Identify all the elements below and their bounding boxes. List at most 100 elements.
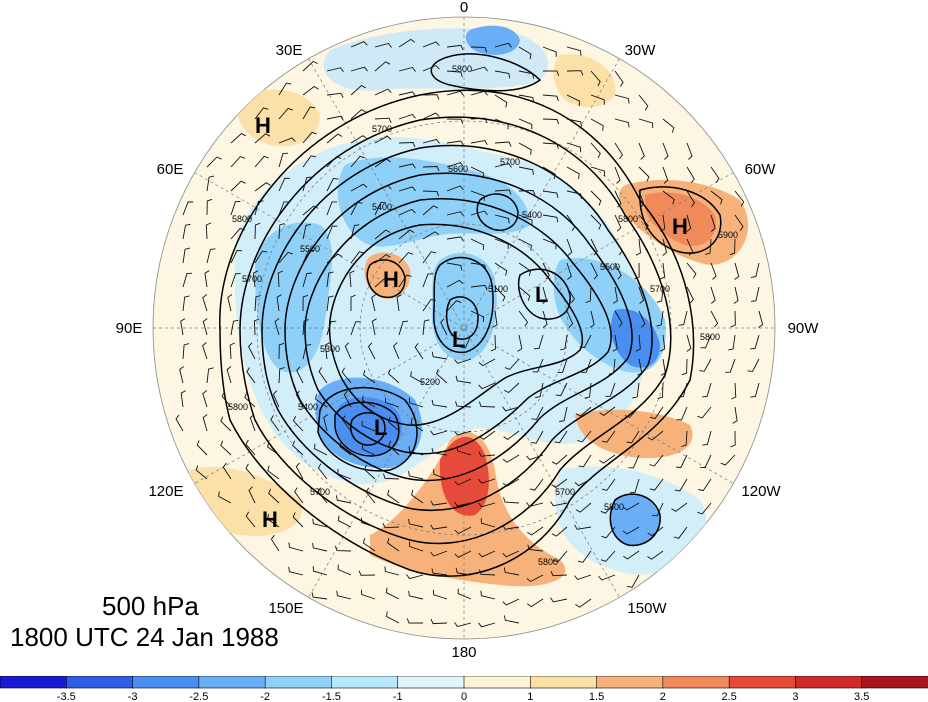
high-center-atlantic: H bbox=[672, 214, 688, 239]
colorbar-box bbox=[596, 676, 664, 689]
wind-barb bbox=[518, 70, 535, 79]
wind-barb bbox=[365, 487, 376, 504]
wind-barb bbox=[361, 420, 376, 432]
contour-label: 5800 bbox=[228, 402, 248, 412]
wind-barb bbox=[454, 478, 472, 486]
wind-barb bbox=[634, 262, 640, 280]
wind-barb bbox=[518, 286, 531, 301]
wind-barb bbox=[387, 416, 400, 432]
longitude-label: 120W bbox=[741, 483, 781, 500]
wind-barb bbox=[277, 270, 283, 288]
colorbar-box bbox=[132, 676, 200, 689]
wind-barb bbox=[470, 166, 485, 179]
wind-barb bbox=[479, 430, 496, 440]
wind-barb bbox=[455, 401, 472, 408]
wind-barb bbox=[503, 430, 520, 440]
wind-barb bbox=[422, 190, 440, 197]
wind-barb bbox=[710, 190, 723, 205]
wind-barb bbox=[566, 310, 574, 328]
colorbar: -3.5 -3 -2.5 -2 -1.5 -1 0 1 1.5 2 2.5 3 3.5 bbox=[0, 676, 928, 702]
wind-barb bbox=[649, 478, 664, 491]
contour-label: 5800 bbox=[538, 557, 558, 567]
colorbar-box bbox=[198, 676, 266, 689]
wind-barb bbox=[566, 118, 582, 127]
colorbar-tick-label: 3.5 bbox=[854, 691, 869, 702]
wind-barb bbox=[326, 115, 344, 121]
wind-barb bbox=[686, 166, 695, 184]
wind-barb bbox=[302, 249, 314, 264]
wind-barb bbox=[577, 550, 592, 563]
wind-barb bbox=[446, 279, 464, 288]
wind-barb bbox=[480, 518, 496, 528]
wind-barb bbox=[324, 342, 330, 360]
wind-barb bbox=[387, 537, 400, 552]
wind-barb bbox=[518, 142, 532, 155]
wind-barb bbox=[686, 334, 692, 352]
wind-barb bbox=[601, 478, 616, 491]
wind-barb bbox=[179, 366, 185, 384]
wind-barb bbox=[350, 251, 365, 264]
wind-barb bbox=[590, 214, 602, 230]
wind-barb bbox=[614, 70, 624, 87]
wind-barb bbox=[446, 300, 462, 312]
wind-barb bbox=[635, 238, 641, 256]
wind-barb bbox=[254, 295, 261, 312]
wind-barb bbox=[433, 469, 448, 480]
wind-barb bbox=[590, 94, 605, 105]
title-time: 1800 UTC 24 Jan 1988 bbox=[10, 622, 279, 652]
wind-barb bbox=[638, 310, 646, 328]
wind-barb bbox=[292, 440, 304, 456]
wind-barb bbox=[542, 118, 560, 125]
wind-barb bbox=[533, 334, 544, 350]
wind-barb bbox=[374, 61, 391, 72]
wind-barb bbox=[446, 90, 464, 96]
wind-barb bbox=[600, 550, 616, 562]
anomaly-region-cold-siberia bbox=[255, 222, 332, 373]
wind-barb bbox=[350, 85, 367, 96]
high-center-pacific-west: H bbox=[262, 507, 278, 532]
wind-barb bbox=[350, 109, 367, 120]
wind-barb bbox=[398, 38, 416, 48]
wind-barb bbox=[230, 273, 241, 288]
wind-barb bbox=[566, 190, 582, 199]
wind-barb bbox=[278, 367, 285, 384]
wind-barb bbox=[494, 42, 512, 48]
wind-barb bbox=[288, 542, 304, 552]
wind-barb bbox=[638, 286, 645, 304]
wind-barb bbox=[590, 118, 604, 131]
wind-barb bbox=[542, 70, 560, 76]
colorbar-box bbox=[264, 676, 333, 689]
wind-barb bbox=[470, 46, 488, 53]
wind-barb bbox=[374, 158, 391, 168]
wind-barb bbox=[575, 502, 592, 513]
colorbar-box bbox=[728, 676, 797, 689]
wind-barb bbox=[730, 430, 736, 448]
wind-barb bbox=[494, 141, 512, 147]
wind-barb bbox=[254, 182, 271, 192]
wind-barb bbox=[542, 166, 556, 180]
wind-barb bbox=[614, 190, 622, 208]
wind-barb bbox=[398, 113, 416, 120]
wind-barb bbox=[276, 294, 282, 312]
wind-barb bbox=[350, 135, 368, 144]
wind-barb bbox=[302, 294, 309, 312]
wind-barb bbox=[728, 334, 736, 351]
wind-barb bbox=[408, 397, 424, 408]
wind-barb bbox=[579, 334, 592, 348]
contour-label-group: 5800 5700 5700 5600 5400 5400 5500 5800 … bbox=[228, 64, 738, 567]
wind-barb bbox=[446, 140, 464, 146]
wind-barb bbox=[649, 454, 664, 467]
anomaly-region-warm-east-pacific bbox=[575, 409, 693, 459]
wind-barb bbox=[550, 597, 568, 603]
wind-barb bbox=[408, 470, 424, 480]
colorbar-box bbox=[397, 676, 465, 689]
wind-barb bbox=[553, 550, 568, 563]
wind-barb bbox=[230, 249, 243, 264]
wind-barb bbox=[326, 67, 344, 73]
wind-barb bbox=[388, 368, 400, 384]
wind-barb bbox=[574, 574, 592, 581]
wind-barb bbox=[278, 251, 294, 264]
wind-barb bbox=[274, 318, 280, 336]
wind-barb bbox=[408, 518, 424, 528]
wind-barb bbox=[614, 142, 624, 160]
